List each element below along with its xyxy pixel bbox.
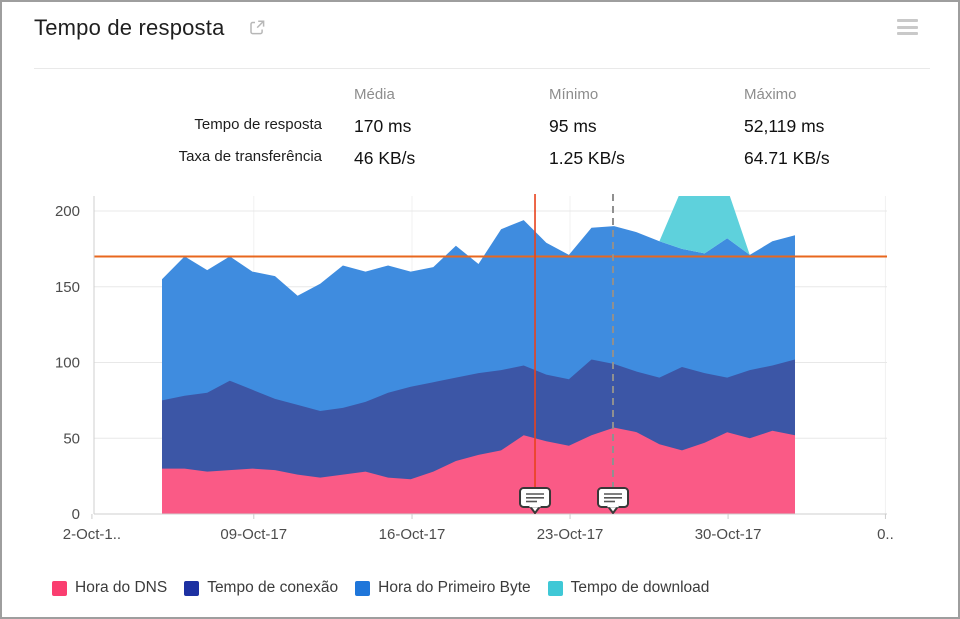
area-hora-do-dns <box>162 427 795 514</box>
menu-bar <box>897 19 918 22</box>
legend-item[interactable]: Hora do DNS <box>52 579 167 597</box>
y-axis-tick-label: 50 <box>63 430 80 447</box>
stats-row-label: Tempo de resposta <box>194 116 322 133</box>
stats-value-maximo: 52,119 ms <box>744 116 825 136</box>
legend-color-swatch <box>547 580 563 596</box>
legend-color-swatch <box>52 580 67 596</box>
hamburger-menu-icon[interactable] <box>897 19 918 35</box>
stats-value-media: 46 KB/s <box>354 148 416 168</box>
menu-bar <box>897 25 918 29</box>
stats-value-media: 170 ms <box>354 116 412 136</box>
response-time-chart: 0 50 100 150 200 2-Oct-1.. 09-Oct-17 16-Oct-17 2… <box>55 194 894 543</box>
x-axis-tick-label: 0.. <box>877 526 894 543</box>
stats-value-maximo: 64.71 KB/s <box>744 148 830 168</box>
x-axis-tick-label: 09-Oct-17 <box>220 526 287 543</box>
area-tempo-de-download <box>162 196 795 296</box>
x-axis-tick-label: 16-Oct-17 <box>379 526 446 543</box>
stats-col-media: Média <box>354 86 395 103</box>
header-divider <box>34 68 930 69</box>
legend-label: Tempo de download <box>570 579 710 596</box>
page-title: Tempo de resposta <box>34 15 225 40</box>
stats-col-minimo: Mínimo <box>549 86 599 103</box>
annotation-comment-icon[interactable] <box>597 487 630 514</box>
stats-value-minimo: 95 ms <box>549 116 597 136</box>
y-axis-tick-label: 0 <box>72 506 80 523</box>
external-link-icon[interactable] <box>248 18 267 37</box>
y-axis-tick-label: 200 <box>55 203 80 220</box>
legend-item[interactable]: Hora do Primeiro Byte <box>355 579 531 597</box>
legend-color-swatch <box>355 580 371 596</box>
legend-label: Hora do Primeiro Byte <box>378 579 531 596</box>
menu-bar <box>897 32 918 35</box>
legend-item[interactable]: Tempo de download <box>547 579 710 597</box>
x-axis-tick-label: 30-Oct-17 <box>695 526 762 543</box>
stats-row-label: Taxa de transferência <box>178 148 322 165</box>
x-axis-tick-label: 23-Oct-17 <box>537 526 604 543</box>
legend-item[interactable]: Tempo de conexão <box>184 579 338 597</box>
y-axis-tick-label: 150 <box>55 279 80 296</box>
annotation-comment-icon[interactable] <box>519 487 552 514</box>
legend-color-swatch <box>184 580 200 596</box>
stats-col-maximo: Máximo <box>744 86 797 103</box>
y-axis-tick-label: 100 <box>55 355 80 372</box>
chart-legend: Hora do DNS Tempo de conexão Hora do Prime… <box>52 579 726 597</box>
legend-label: Tempo de conexão <box>207 579 339 596</box>
legend-label: Hora do DNS <box>75 579 168 596</box>
x-axis-tick-label: 2-Oct-1.. <box>63 526 121 543</box>
stats-value-minimo: 1.25 KB/s <box>549 148 625 168</box>
